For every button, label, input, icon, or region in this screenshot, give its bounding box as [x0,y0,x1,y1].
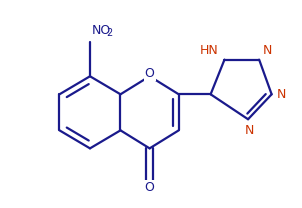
Text: N: N [277,88,286,101]
Text: 2: 2 [107,28,113,38]
Text: N: N [262,44,272,57]
Text: O: O [145,181,155,194]
Text: HN: HN [200,44,219,57]
Text: O: O [145,67,155,80]
Text: N: N [245,124,254,137]
Text: NO: NO [92,24,111,37]
